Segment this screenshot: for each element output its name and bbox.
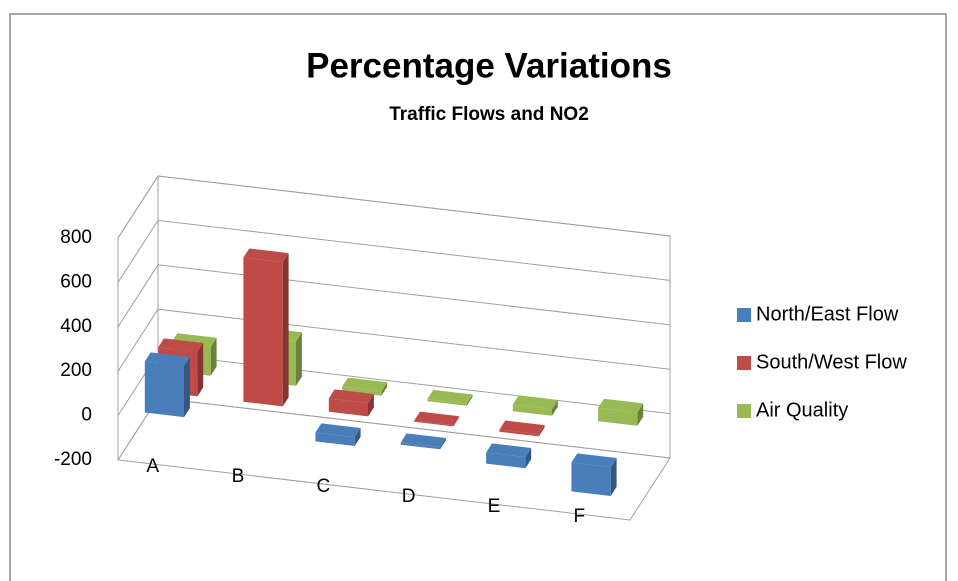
bar-front: [315, 432, 355, 446]
chart-title: Percentage Variations: [306, 46, 672, 85]
grid-line: [117, 264, 671, 328]
bar-front: [598, 407, 638, 426]
bar: [512, 395, 558, 416]
bar-top: [158, 338, 204, 352]
x-tick-label: F: [574, 506, 586, 527]
grid-line: [117, 308, 671, 372]
y-tick-label: 600: [60, 271, 92, 292]
bar-front: [499, 429, 539, 437]
bar-front: [400, 442, 440, 450]
bar: [400, 433, 446, 450]
chart-border: [9, 13, 947, 581]
bar: [486, 443, 532, 469]
bar-side: [210, 337, 217, 376]
x-tick-label: A: [146, 456, 159, 477]
bar: [571, 453, 617, 496]
bar-front: [512, 404, 552, 416]
bar: [414, 411, 460, 427]
legend-label: North/East Flow: [756, 303, 899, 325]
legend-label: Air Quality: [756, 399, 848, 421]
bar-side: [368, 394, 374, 417]
x-tick-label: C: [316, 476, 330, 497]
x-tick-label: E: [488, 496, 501, 517]
grid-line: [117, 175, 671, 239]
legend-label: South/West Flow: [756, 351, 907, 373]
bar-top: [427, 389, 473, 404]
bar-top: [243, 248, 289, 263]
bar-side: [610, 458, 617, 496]
legend-swatch: [737, 308, 751, 322]
bar-side: [381, 382, 388, 396]
bar-side: [296, 332, 302, 386]
bar: [598, 398, 644, 426]
bar-side: [453, 416, 460, 427]
bar-side: [197, 343, 204, 397]
bar: [427, 389, 473, 406]
y-tick-label: 200: [60, 360, 92, 381]
y-tick-label: 800: [60, 227, 92, 248]
bar-top: [328, 389, 374, 404]
bar-top: [400, 433, 446, 448]
bar-top: [315, 423, 361, 438]
bar: [499, 420, 545, 437]
bar-side: [552, 400, 558, 416]
y-tick-label: 0: [81, 405, 92, 426]
bar-top: [144, 352, 190, 367]
bar: [315, 423, 361, 446]
y-tick-label: -200: [54, 449, 92, 470]
grid-line: [117, 219, 671, 283]
legend-swatch: [737, 404, 751, 418]
bar-top: [598, 398, 644, 413]
bar-side: [282, 253, 289, 407]
bar-top: [342, 377, 388, 392]
y-tick-label: 400: [60, 316, 92, 337]
bar-front: [144, 361, 184, 418]
bar-side: [440, 438, 446, 450]
bar-side: [466, 394, 473, 406]
legend-swatch: [737, 356, 751, 370]
bar-side: [538, 425, 545, 437]
x-tick-label: B: [232, 466, 245, 487]
bar: [144, 352, 190, 418]
bar-side: [525, 448, 532, 469]
bar-front: [243, 257, 283, 407]
bar-top: [512, 395, 558, 410]
chart-subtitle: Traffic Flows and NO2: [389, 104, 589, 125]
bar-front: [427, 399, 467, 406]
bar-side: [637, 403, 644, 426]
bar: [328, 389, 374, 417]
bar-top: [486, 443, 532, 458]
bar-top: [499, 420, 545, 435]
bar-top: [571, 453, 617, 468]
bar-top: [414, 411, 460, 426]
bar-front: [328, 398, 368, 417]
bar-front: [571, 462, 611, 496]
bar-side: [354, 428, 361, 446]
bar: [342, 377, 388, 396]
x-tick-label: D: [402, 486, 416, 507]
bar-front: [486, 452, 526, 469]
bar: [243, 248, 289, 407]
bar-side: [184, 357, 190, 418]
bar-front: [342, 386, 382, 396]
bar-front: [414, 420, 454, 427]
